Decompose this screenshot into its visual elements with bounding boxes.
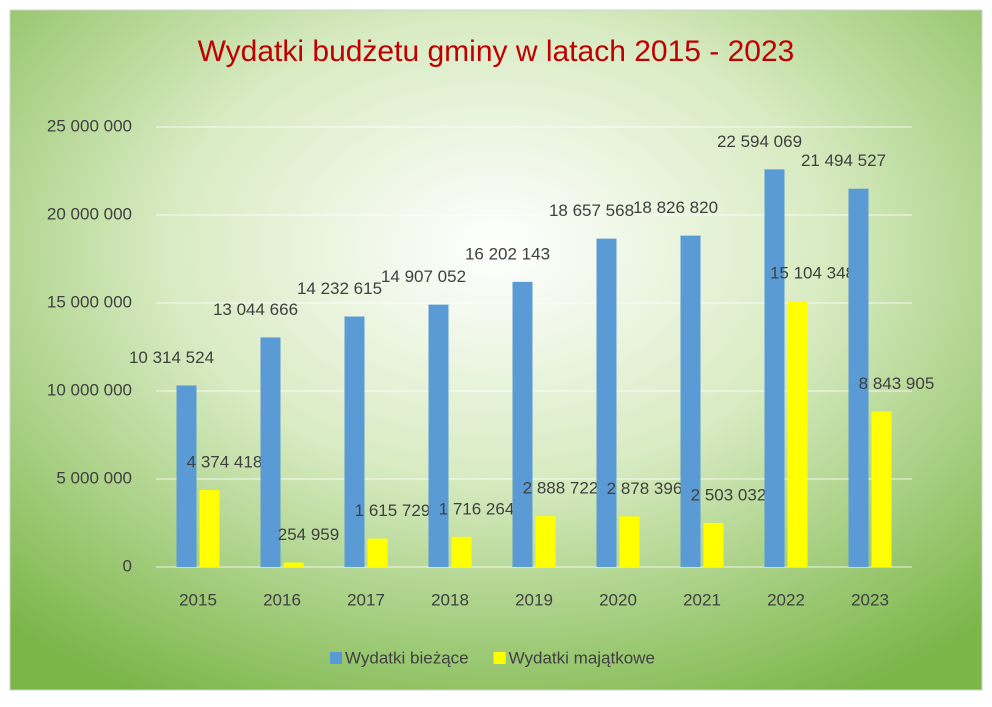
bar — [512, 281, 533, 567]
x-tick-label: 2015 — [179, 590, 217, 609]
chart-background — [9, 9, 983, 691]
data-label: 2 878 396 — [607, 479, 683, 498]
data-label: 10 314 524 — [129, 348, 214, 367]
bar — [596, 238, 617, 567]
bar — [535, 516, 556, 567]
legend-label: Wydatki majątkowe — [509, 648, 655, 667]
data-label: 4 374 418 — [187, 452, 263, 471]
legend-swatch — [330, 652, 342, 664]
legend-swatch — [493, 652, 506, 664]
data-label: 1 615 729 — [355, 501, 431, 520]
bar — [199, 490, 220, 567]
data-label: 18 657 568 — [549, 201, 634, 220]
bar — [848, 188, 869, 567]
bar — [680, 235, 701, 568]
x-tick-label: 2021 — [683, 590, 721, 609]
y-tick-label: 10 000 000 — [47, 380, 132, 399]
data-label: 14 232 615 — [297, 279, 382, 298]
data-label: 8 843 905 — [859, 374, 935, 393]
bar — [703, 522, 724, 567]
y-tick-label: 20 000 000 — [47, 204, 132, 223]
y-tick-label: 5 000 000 — [56, 468, 132, 487]
legend-label: Wydatki bieżące — [345, 648, 469, 667]
data-label: 15 104 348 — [770, 264, 855, 283]
x-tick-label: 2018 — [431, 590, 469, 609]
x-tick-label: 2023 — [851, 590, 889, 609]
bar — [367, 538, 388, 567]
bar — [871, 411, 892, 567]
data-label: 18 826 820 — [633, 198, 718, 217]
bar — [764, 169, 785, 567]
bar — [344, 316, 365, 567]
bar — [260, 337, 281, 567]
y-tick-label: 15 000 000 — [47, 292, 132, 311]
data-label: 1 716 264 — [439, 499, 515, 518]
data-label: 14 907 052 — [381, 267, 466, 286]
bar — [176, 385, 197, 567]
bar — [619, 516, 640, 567]
data-label: 22 594 069 — [717, 132, 802, 151]
data-label: 13 044 666 — [213, 300, 298, 319]
x-tick-label: 2022 — [767, 590, 805, 609]
data-label: 2 888 722 — [523, 479, 599, 498]
bar — [787, 301, 808, 567]
bar — [283, 562, 304, 567]
chart-title: Wydatki budżetu gminy w latach 2015 - 20… — [198, 35, 795, 68]
y-tick-label: 0 — [123, 556, 132, 575]
bar — [428, 304, 449, 567]
y-tick-label: 25 000 000 — [47, 116, 132, 135]
bar — [451, 536, 472, 567]
data-label: 21 494 527 — [801, 151, 886, 170]
data-label: 2 503 032 — [691, 485, 767, 504]
x-tick-label: 2016 — [263, 590, 301, 609]
data-label: 16 202 143 — [465, 244, 550, 263]
data-label: 254 959 — [278, 525, 339, 544]
x-tick-label: 2020 — [599, 590, 637, 609]
x-tick-label: 2017 — [347, 590, 385, 609]
x-tick-label: 2019 — [515, 590, 553, 609]
